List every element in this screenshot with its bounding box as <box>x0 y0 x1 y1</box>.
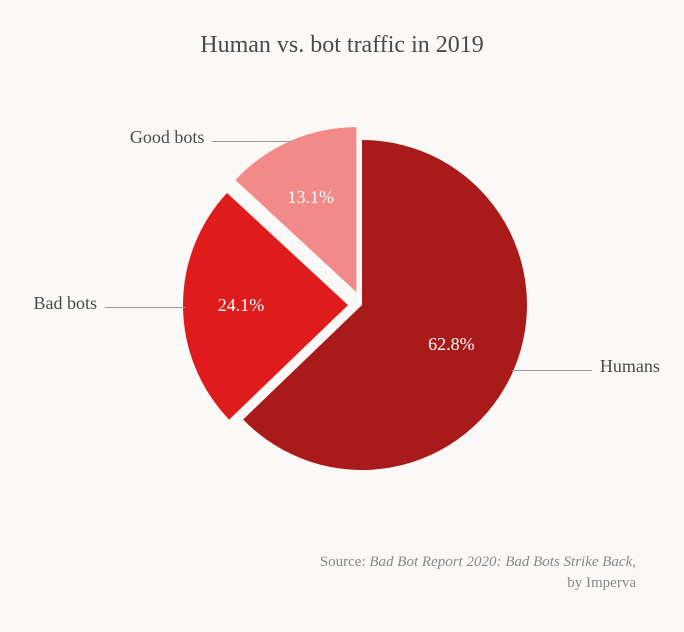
leader-line <box>512 370 592 371</box>
source-prefix: Source: <box>320 554 370 570</box>
source-suffix: , <box>632 554 636 570</box>
slice-label-humans: Humans <box>600 356 660 377</box>
source-byline: by Imperva <box>567 575 636 591</box>
percent-label-humans: 62.8% <box>428 334 475 355</box>
source-title: Bad Bot Report 2020: Bad Bots Strike Bac… <box>369 554 632 570</box>
slice-label-good-bots: Good bots <box>130 127 205 148</box>
pie-chart-svg <box>0 0 684 632</box>
percent-label-good-bots: 13.1% <box>287 187 334 208</box>
percent-label-bad-bots: 24.1% <box>218 295 265 316</box>
leader-line <box>105 307 185 308</box>
slice-label-bad-bots: Bad bots <box>33 293 97 314</box>
leader-line <box>212 141 292 142</box>
source-caption: Source: Bad Bot Report 2020: Bad Bots St… <box>320 552 636 594</box>
chart-container: Human vs. bot traffic in 2019 62.8%Human… <box>0 0 684 632</box>
